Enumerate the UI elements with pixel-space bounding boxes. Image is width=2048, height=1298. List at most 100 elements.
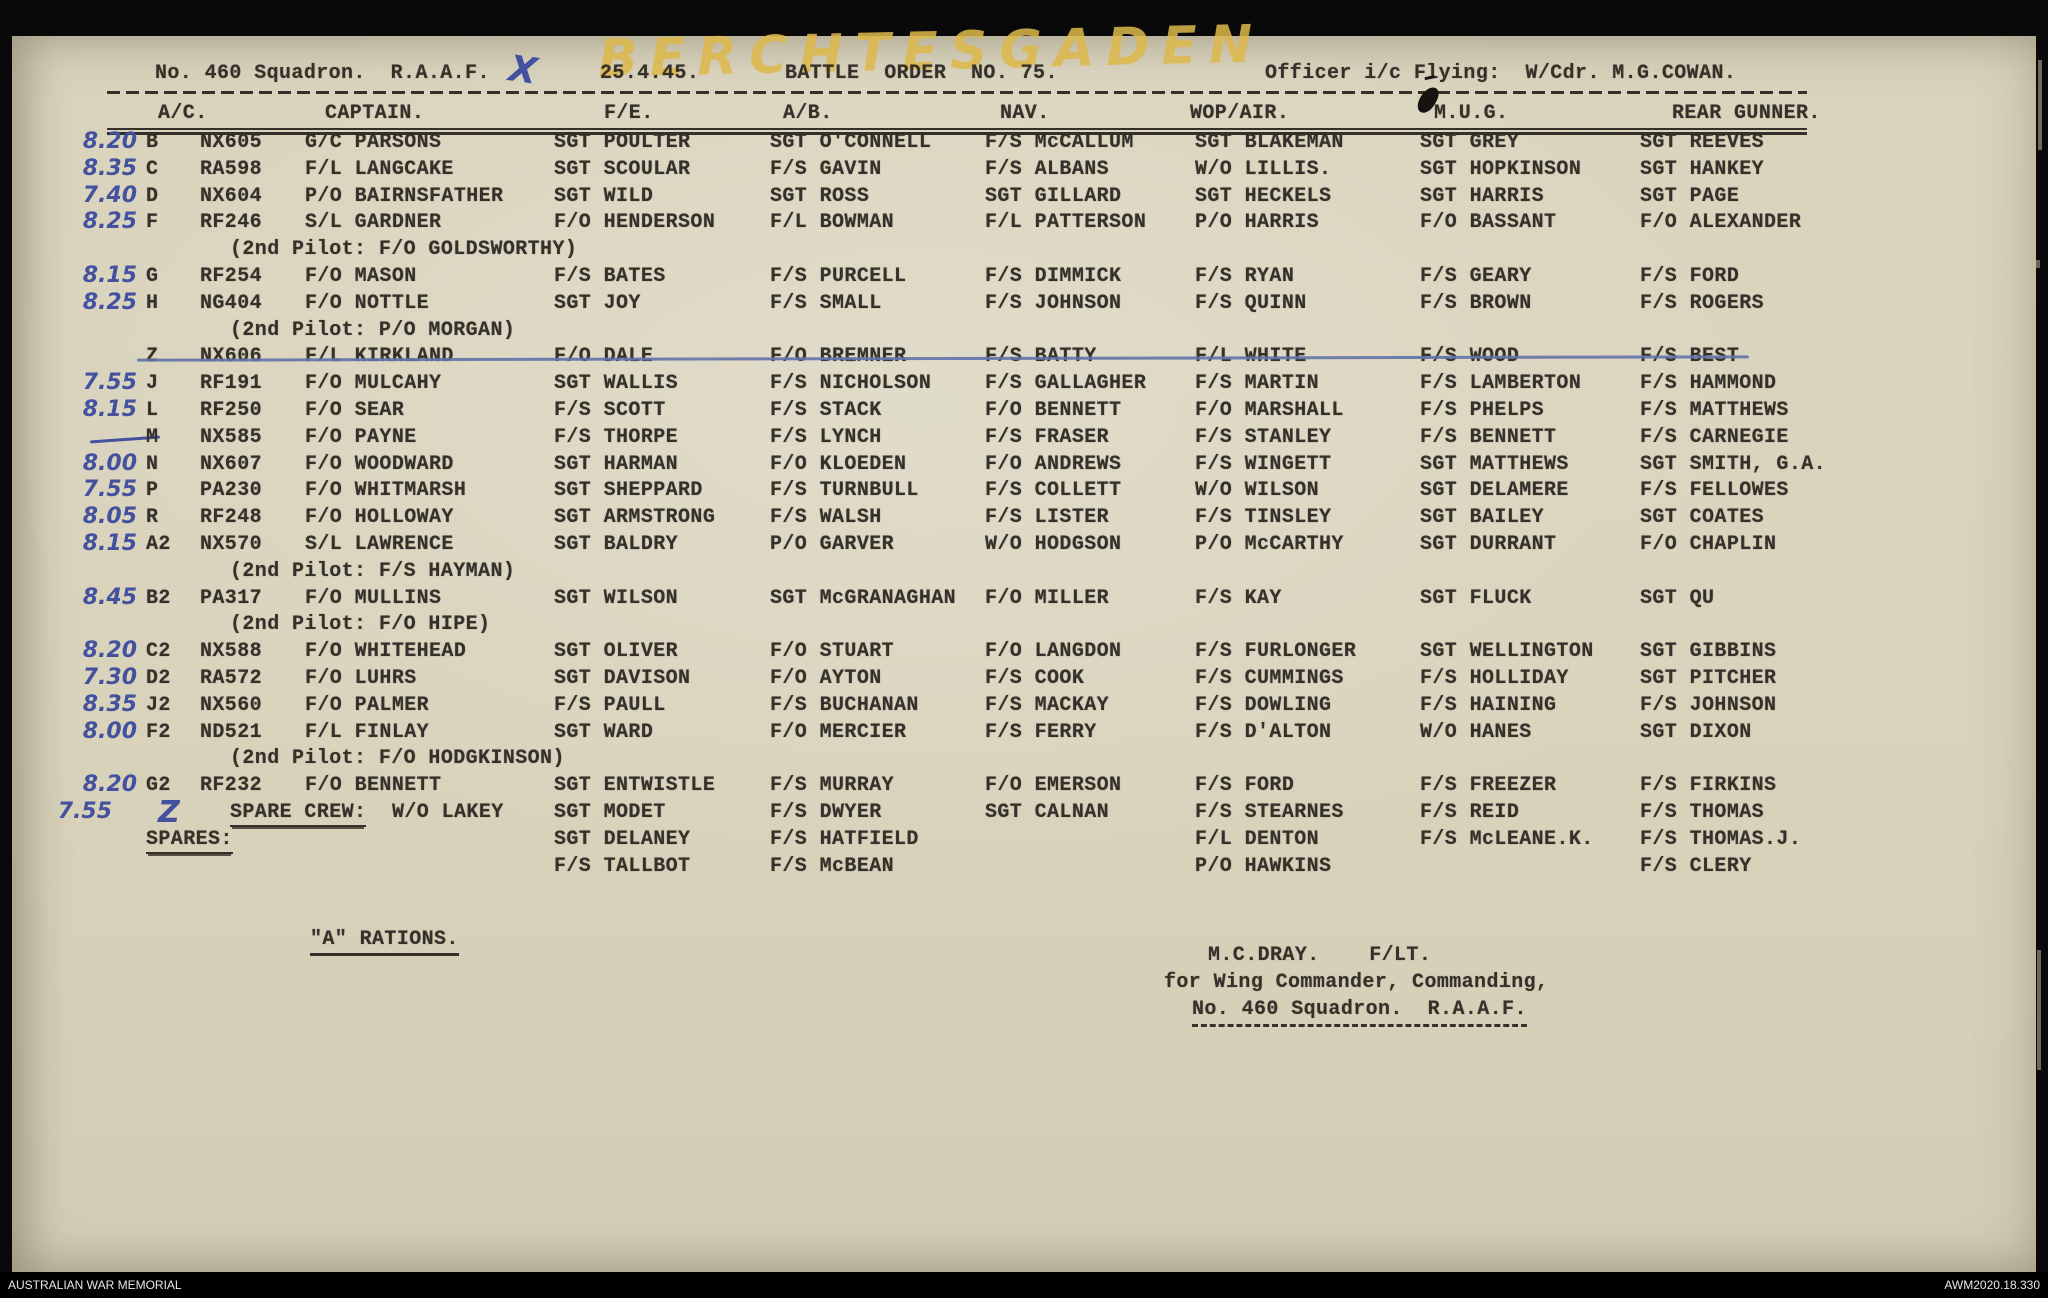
handwritten-takeoff-time: 8.00 — [82, 718, 137, 744]
cell-wop: P/O HAWKINS — [1195, 854, 1332, 878]
cell-fe: SGT POULTER — [554, 131, 691, 154]
cell-mug: SGT WELLINGTON — [1420, 640, 1594, 664]
cell-rear: F/S ROGERS — [1640, 291, 1765, 315]
cell-letter: D2 — [146, 667, 171, 690]
film-edge-scratch — [2037, 950, 2041, 1070]
cell-serial: ND521 — [200, 720, 263, 744]
cell-nav: F/O BENNETT — [985, 399, 1122, 422]
cell-nav: F/S COOK — [985, 667, 1085, 690]
cell-rear: F/S HAMMOND — [1640, 372, 1777, 396]
table-row: 8.20 G2 RF232 F/O BENNETT SGT ENTWISTLE F/S M… — [12, 772, 2036, 801]
handwritten-takeoff-time: 8.05 — [82, 504, 137, 530]
cell-wop: W/O LILLIS. — [1195, 157, 1332, 181]
cell-letter: C — [146, 157, 159, 181]
cell-mug: F/S BROWN — [1420, 291, 1532, 315]
column-header: A/C. — [158, 102, 208, 125]
cell-mug: SGT MATTHEWS — [1420, 452, 1569, 476]
cell-ab: F/S HATFIELD — [770, 827, 919, 851]
cell-ab: F/S WALSH — [770, 506, 882, 530]
table-row: (2nd Pilot: P/O MORGAN) — [12, 319, 2036, 346]
cell-rear: SGT PAGE — [1640, 184, 1740, 208]
column-header: A/B. — [783, 102, 833, 125]
cell-fe: F/O HENDERSON — [554, 211, 716, 235]
cell-mug: F/O BASSANT — [1420, 211, 1557, 235]
archive-institution: AUSTRALIAN WAR MEMORIAL — [8, 1278, 182, 1292]
cell-wop: F/S CUMMINGS — [1195, 667, 1344, 690]
cell-rear: SGT HANKEY — [1640, 157, 1765, 181]
table-row: 8.15 L RF250 F/O SEAR F/S SCOTT F/S STACK F/O … — [12, 397, 2036, 426]
cell-wop: F/S WINGETT — [1195, 452, 1332, 476]
cell-captain: F/O BENNETT — [305, 774, 442, 798]
cell-mug: SGT HOPKINSON — [1420, 157, 1582, 181]
cell-mug: F/S REID — [1420, 801, 1520, 824]
cell-wop: W/O WILSON — [1195, 479, 1320, 503]
cell-fe: SGT ARMSTRONG — [554, 506, 716, 530]
cell-letter: F2 — [146, 720, 171, 744]
cell-mug: F/S LAMBERTON — [1420, 372, 1582, 396]
cell-nav: F/L PATTERSON — [985, 211, 1147, 235]
signature-name: M.C.DRAY. F/LT. — [1208, 944, 1432, 967]
cell-fe: SGT SCOULAR — [554, 157, 691, 181]
table-row: 8.35 J2 NX560 F/O PALMER F/S PAULL F/S BUCHAN… — [12, 691, 2036, 721]
cell-nav: F/S FERRY — [985, 720, 1097, 744]
second-pilot-note: (2nd Pilot: F/O HIPE) — [230, 613, 491, 637]
cell-captain: S/L LAWRENCE — [305, 533, 454, 556]
cell-rear: F/S FIRKINS — [1640, 774, 1777, 798]
cell-nav: F/S JOHNSON — [985, 291, 1122, 315]
cell-wop: F/S MARTIN — [1195, 372, 1320, 396]
cell-rear: SGT COATES — [1640, 506, 1765, 530]
column-header: F/E. — [604, 102, 654, 125]
cell-fe: SGT WARD — [554, 720, 654, 744]
table-row: M NX585 F/O PAYNE F/S THORPE F/S LYNCH F/S FR… — [12, 426, 2036, 453]
cell-letter: J2 — [146, 693, 171, 717]
cell-letter: G2 — [146, 774, 171, 798]
cell-captain: P/O BAIRNSFATHER — [305, 184, 504, 208]
cell-mug: F/S HAINING — [1420, 693, 1557, 717]
handwritten-takeoff-time: 8.35 — [82, 691, 137, 717]
cell-letter: R — [146, 506, 159, 530]
column-header: NAV. — [1000, 102, 1050, 125]
cell-ab: F/S MURRAY — [770, 774, 895, 798]
cell-wop: P/O McCARTHY — [1195, 533, 1344, 556]
handwritten-takeoff-time: 7.40 — [82, 182, 137, 208]
cell-ab: F/O MERCIER — [770, 720, 907, 744]
cell-captain: F/O MULLINS — [305, 586, 442, 610]
cell-letter: M — [146, 425, 159, 449]
cell-fe: SGT MODET — [554, 801, 666, 824]
cell-rear: SGT GIBBINS — [1640, 640, 1777, 664]
cell-serial: NX604 — [200, 184, 263, 208]
cell-fe: F/S SCOTT — [554, 399, 666, 422]
cell-serial: RF254 — [200, 265, 263, 288]
handwritten-x-mark: X — [506, 48, 540, 93]
cell-ab: F/S LYNCH — [770, 425, 882, 449]
second-pilot-note: (2nd Pilot: P/O MORGAN) — [230, 318, 516, 342]
cell-nav: F/O MILLER — [985, 586, 1110, 610]
column-header: CAPTAIN. — [325, 102, 425, 125]
column-header: WOP/AIR. — [1190, 102, 1290, 125]
cell-ab: F/O KLOEDEN — [770, 452, 907, 476]
cell-fe: F/S PAULL — [554, 693, 666, 717]
cell-ab: F/S NICHOLSON — [770, 372, 932, 396]
cell-rear: F/S CARNEGIE — [1640, 425, 1789, 449]
cell-rear: F/S MATTHEWS — [1640, 399, 1789, 422]
cell-ab: SGT O'CONNELL — [770, 131, 932, 154]
cell-letter: N — [146, 452, 159, 476]
table-row: 8.35 C RA598 F/L LANGCAKE SGT SCOULAR F/S GAV… — [12, 156, 2036, 185]
handwritten-takeoff-time: 7.55 — [57, 799, 112, 824]
film-edge-scratch — [2034, 260, 2040, 268]
cell-nav: F/S LISTER — [985, 506, 1110, 530]
document-page: BERCHTESGADEN No. 460 Squadron. R.A.A.F.… — [12, 14, 2036, 1272]
cell-nav: F/S ALBANS — [985, 157, 1110, 181]
cell-fe: SGT WILD — [554, 184, 654, 208]
cell-wop: F/S FURLONGER — [1195, 640, 1357, 664]
table-row: 8.20 C2 NX588 F/O WHITEHEAD SGT OLIVER F/O ST… — [12, 638, 2036, 667]
cell-rear: SGT DIXON — [1640, 720, 1752, 744]
cell-fe: SGT DAVISON — [554, 667, 691, 690]
table-row: SPARES: SGT DELANEY F/S HATFIELD F/L DENTON… — [12, 828, 2036, 855]
cell-nav: F/O LANGDON — [985, 640, 1122, 664]
table-row: 8.05 R RF248 F/O HOLLOWAY SGT ARMSTRONG F/S W… — [12, 504, 2036, 533]
cell-ab: F/S TURNBULL — [770, 479, 919, 503]
cell-fe: SGT OLIVER — [554, 640, 679, 664]
cell-serial: NX605 — [200, 131, 263, 154]
